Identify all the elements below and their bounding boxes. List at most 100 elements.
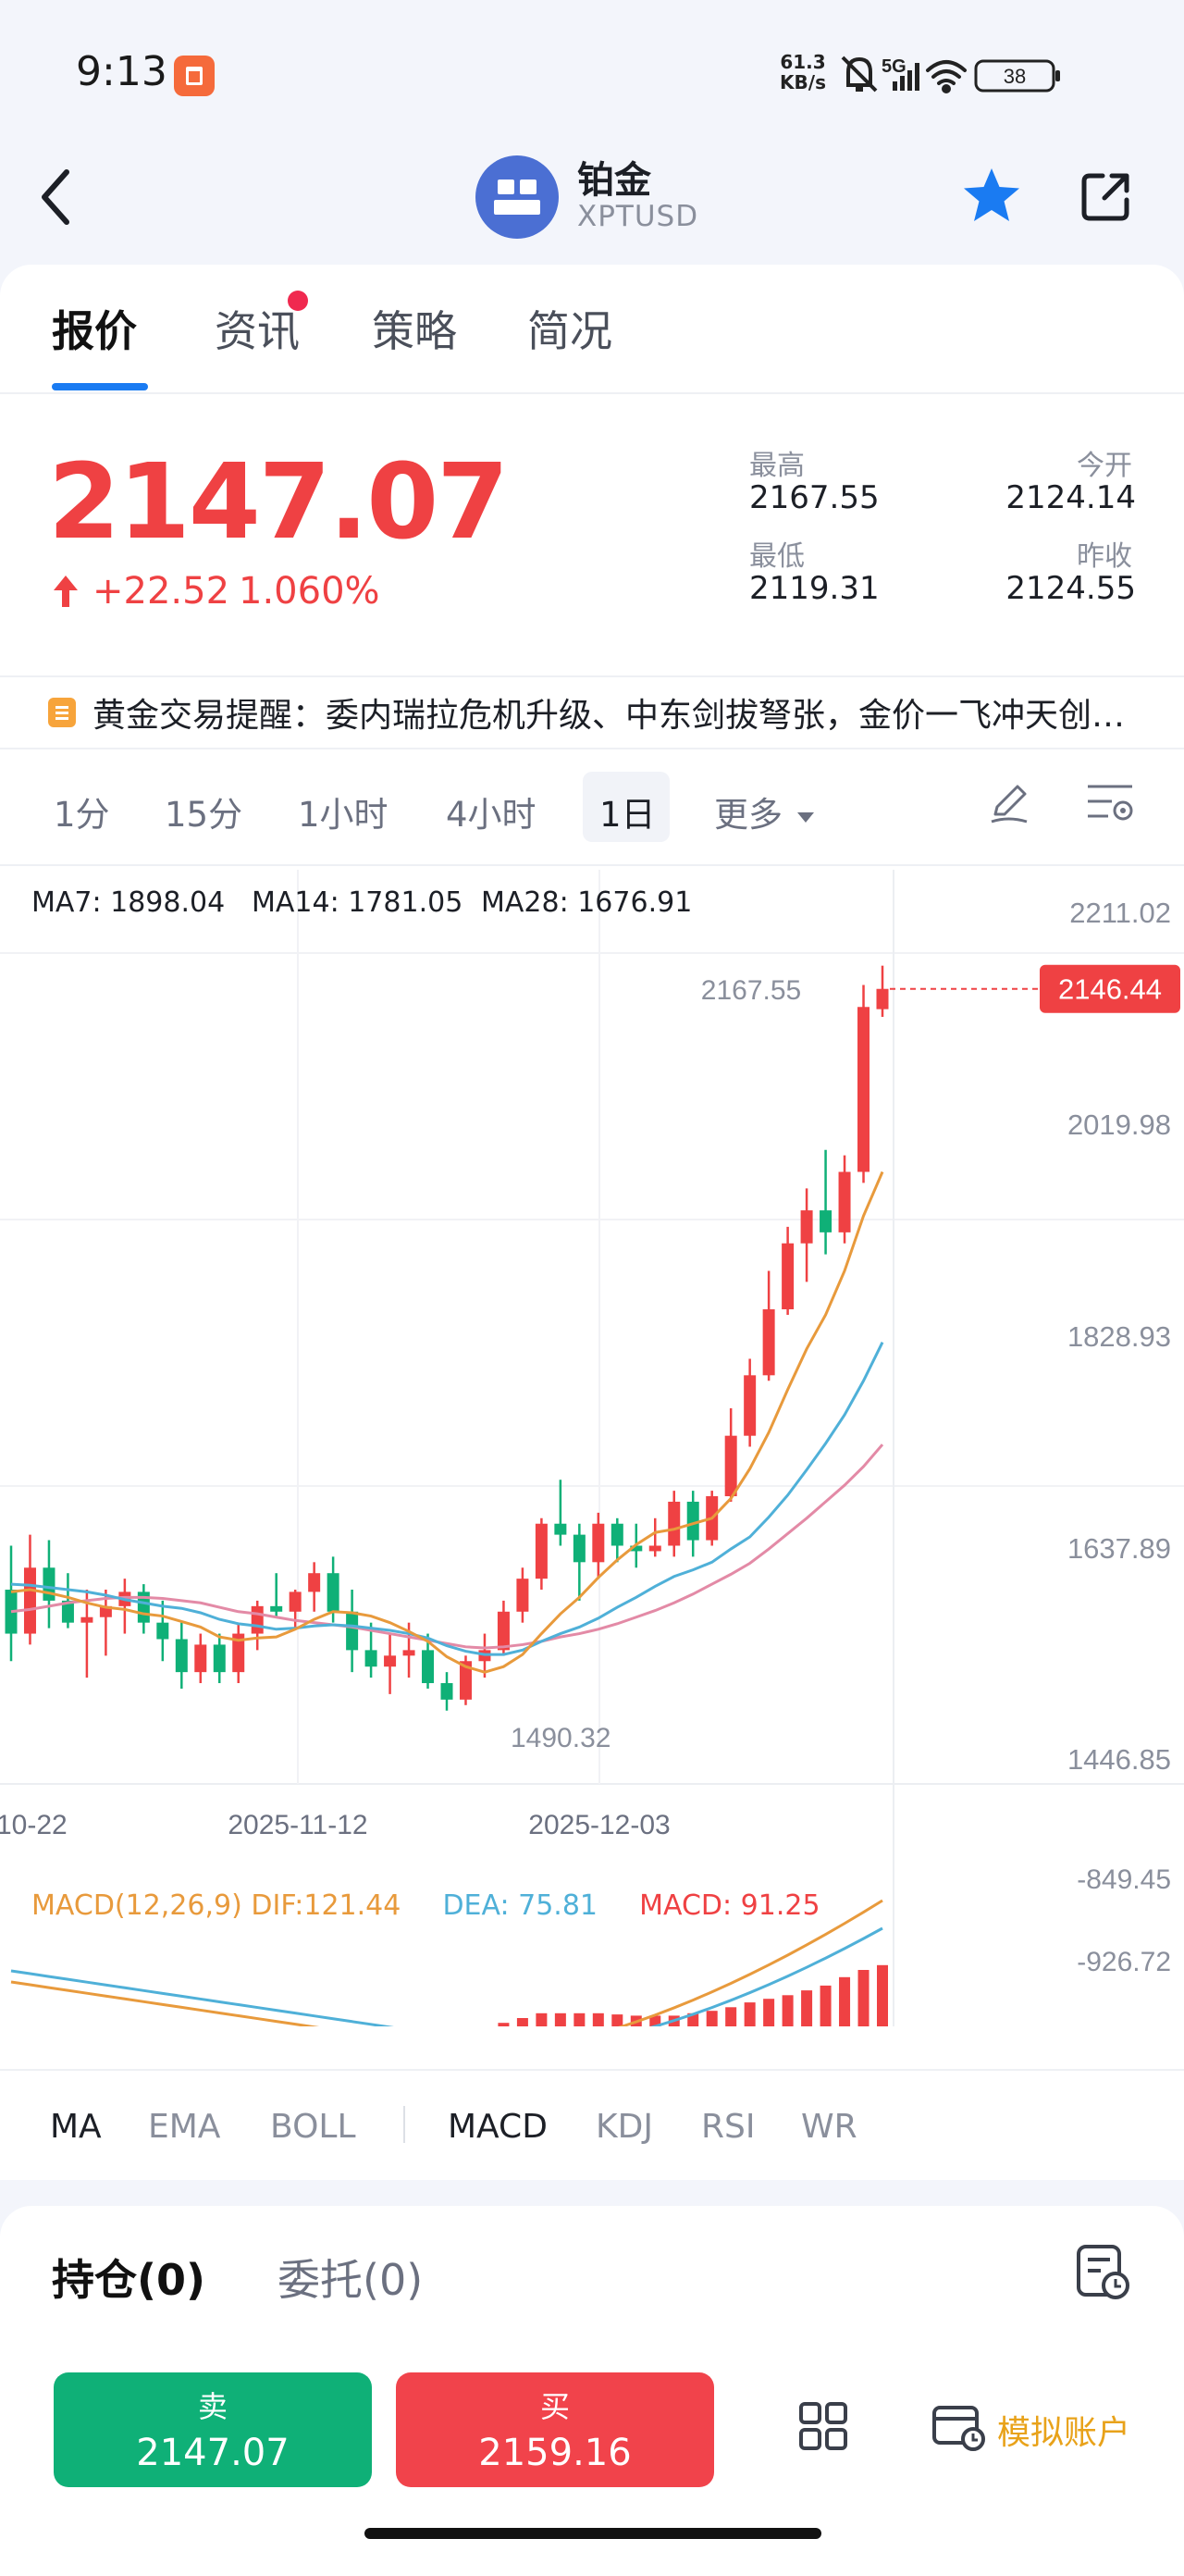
interval-4hour[interactable]: 4小时 xyxy=(446,795,536,835)
home-indicator xyxy=(364,2528,821,2539)
candle xyxy=(289,1590,302,1629)
macd-bar xyxy=(839,1976,851,2026)
price-change-percent: 1.060% xyxy=(239,570,380,613)
divider xyxy=(0,675,1184,677)
high-label: 最高 xyxy=(749,450,805,482)
tab-strategy[interactable]: 策略 xyxy=(372,306,457,356)
interval-1hour[interactable]: 1小时 xyxy=(298,795,388,835)
macd-bar xyxy=(857,1970,870,2026)
caret-down-icon xyxy=(796,812,814,823)
macd-bar xyxy=(592,2012,604,2026)
prev-close-value: 2124.55 xyxy=(1005,570,1136,607)
mute-bell-icon xyxy=(841,56,878,93)
indicator-kdj[interactable]: KDJ xyxy=(596,2108,653,2146)
back-icon[interactable] xyxy=(35,165,81,229)
ma28-line xyxy=(10,1443,884,1650)
tab-news[interactable]: 资讯 xyxy=(215,306,300,356)
candle xyxy=(99,1590,112,1656)
simulated-account-icon[interactable] xyxy=(931,2398,986,2454)
candle-body xyxy=(99,1605,112,1617)
macd-value: MACD: 91.25 xyxy=(639,1889,820,1922)
interval-active-bg xyxy=(583,772,670,842)
candle xyxy=(744,1358,757,1447)
candle-body xyxy=(23,1567,36,1634)
bullion-icon xyxy=(494,180,540,215)
share-icon[interactable] xyxy=(1077,167,1136,226)
chart-settings-icon[interactable] xyxy=(1084,779,1136,825)
candle-body xyxy=(800,1210,813,1244)
candle xyxy=(43,1540,56,1629)
candle xyxy=(364,1622,377,1678)
page-title: 铂金 xyxy=(577,159,651,202)
candle xyxy=(610,1517,623,1563)
interval-1min[interactable]: 1分 xyxy=(54,795,110,835)
candle-body xyxy=(838,1171,851,1232)
indicator-boll[interactable]: BOLL xyxy=(270,2108,356,2146)
order-history-icon[interactable] xyxy=(1073,2241,1132,2302)
simulated-account-link[interactable]: 模拟账户 xyxy=(997,2414,1131,2452)
news-ticker[interactable]: 黄金交易提醒：委内瑞拉危机升级、中东剑拔弩张，金价一飞冲天创… xyxy=(92,697,1126,735)
prev-close-label: 昨收 xyxy=(1077,540,1132,573)
x-tick-label: 10-22 xyxy=(0,1810,68,1840)
current-price: 2147.07 xyxy=(48,442,509,563)
indicator-wr[interactable]: WR xyxy=(801,2108,857,2146)
price-axis: 2211.02 2019.98 1828.93 1637.89 1446.85 10-22… xyxy=(0,897,1180,1840)
candle xyxy=(668,1491,681,1557)
candle-body xyxy=(782,1243,795,1310)
more-label: 更多 xyxy=(714,795,783,835)
indicator-macd[interactable]: MACD xyxy=(448,2108,548,2146)
tab-quote[interactable]: 报价 xyxy=(52,306,137,356)
candle xyxy=(270,1573,283,1617)
tab-orders[interactable]: 委托(0) xyxy=(278,2255,424,2305)
candle-body xyxy=(80,1616,93,1623)
macd-y-tick-label: -926.72 xyxy=(1077,1947,1171,1977)
max-label-bg xyxy=(684,968,814,1009)
interval-1day[interactable]: 1日 xyxy=(599,795,656,835)
dea-line xyxy=(10,1926,883,2026)
buy-button[interactable]: 买 2159.16 xyxy=(396,2372,714,2487)
macd-bar xyxy=(536,2012,548,2026)
grid-menu-icon[interactable] xyxy=(797,2400,849,2452)
candle-body xyxy=(156,1622,169,1640)
draw-pen-icon[interactable] xyxy=(986,779,1032,825)
candle-body xyxy=(251,1605,264,1634)
candle xyxy=(440,1672,453,1711)
candle-body xyxy=(213,1644,226,1673)
interval-15min[interactable]: 15分 xyxy=(165,795,243,835)
ma14-line xyxy=(10,1342,884,1656)
more-intervals-dropdown[interactable]: 更多 xyxy=(714,786,818,836)
ma28-legend: MA28: 1676.91 xyxy=(481,886,693,919)
x-tick-label: 2025-12-03 xyxy=(528,1810,670,1840)
candle xyxy=(308,1562,321,1612)
tab-holdings[interactable]: 持仓(0) xyxy=(52,2255,206,2305)
favorite-star-icon[interactable] xyxy=(958,163,1025,229)
battery-level: 38 xyxy=(1004,65,1026,88)
candle-body xyxy=(762,1309,775,1376)
candle-body xyxy=(384,1655,397,1667)
platinum-logo xyxy=(475,155,559,239)
candle xyxy=(592,1512,605,1579)
y-tick-label: 1828.93 xyxy=(1067,1320,1171,1353)
ma14-legend: MA14: 1781.05 xyxy=(252,886,463,919)
candle xyxy=(573,1523,586,1601)
candlestick-series xyxy=(5,965,889,1711)
indicator-ma[interactable]: MA xyxy=(50,2108,102,2146)
battery-icon: 38 xyxy=(974,59,1060,93)
candle xyxy=(535,1517,548,1591)
up-arrow-icon xyxy=(54,576,78,607)
tab-overview[interactable]: 简况 xyxy=(527,306,612,356)
macd-bar xyxy=(649,2015,661,2026)
moving-average-lines xyxy=(10,1170,884,1674)
macd-bar xyxy=(554,2012,566,2026)
macd-bar xyxy=(706,2011,718,2026)
price-chart[interactable]: -849.45-926.72-1003.98 2211.022019.98182… xyxy=(0,870,1184,2026)
sell-label: 卖 xyxy=(197,2389,228,2424)
y-tick-label: 2019.98 xyxy=(1067,1108,1171,1141)
candle-body xyxy=(308,1573,321,1592)
candle-body xyxy=(573,1534,586,1563)
sell-button[interactable]: 卖 2147.07 xyxy=(54,2372,372,2487)
indicator-ema[interactable]: EMA xyxy=(148,2108,221,2146)
y-tick-label: 1446.85 xyxy=(1067,1743,1171,1776)
candle xyxy=(5,1545,18,1662)
indicator-rsi[interactable]: RSI xyxy=(701,2108,756,2146)
